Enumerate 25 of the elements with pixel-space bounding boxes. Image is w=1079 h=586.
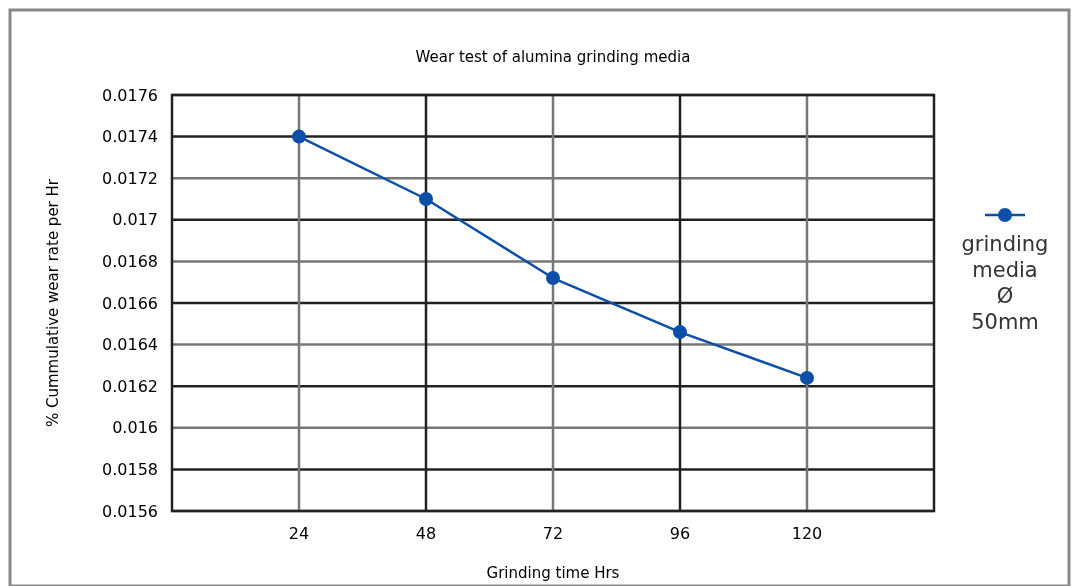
y-tick-label: 0.0176 bbox=[102, 85, 158, 105]
y-tick-label: 0.0162 bbox=[102, 376, 158, 396]
x-tick-label: 120 bbox=[791, 524, 823, 543]
legend-label: grinding media Ø 50mm bbox=[961, 232, 1049, 334]
y-tick-label: 0.0168 bbox=[102, 252, 158, 271]
point bbox=[673, 325, 687, 340]
x-tick-label: 24 bbox=[288, 524, 310, 543]
y-tick-label: 0.0174 bbox=[102, 127, 158, 147]
point bbox=[419, 192, 433, 206]
y-tick-label: 0.0156 bbox=[102, 501, 158, 521]
point bbox=[546, 271, 560, 286]
y-tick-label: 0.0172 bbox=[102, 168, 158, 188]
y-tick-label: 0.016 bbox=[112, 418, 158, 438]
y-tick-label: 0.0158 bbox=[102, 460, 158, 479]
point bbox=[292, 129, 306, 144]
x-tick-label: 96 bbox=[669, 524, 691, 543]
chart-title: Wear test of alumina grinding media bbox=[415, 48, 691, 66]
y-tick-label: 0.0164 bbox=[102, 335, 158, 355]
x-tick-label: 48 bbox=[415, 524, 437, 543]
y-tick-label: 0.0166 bbox=[102, 293, 158, 313]
y-axis-title: % Cummulative wear rate per Hr bbox=[44, 178, 62, 428]
x-tick-label: 72 bbox=[542, 524, 564, 543]
y-tick-label: 0.017 bbox=[112, 210, 158, 230]
point bbox=[800, 370, 814, 385]
x-axis-title: Grinding time Hrs bbox=[486, 564, 620, 582]
